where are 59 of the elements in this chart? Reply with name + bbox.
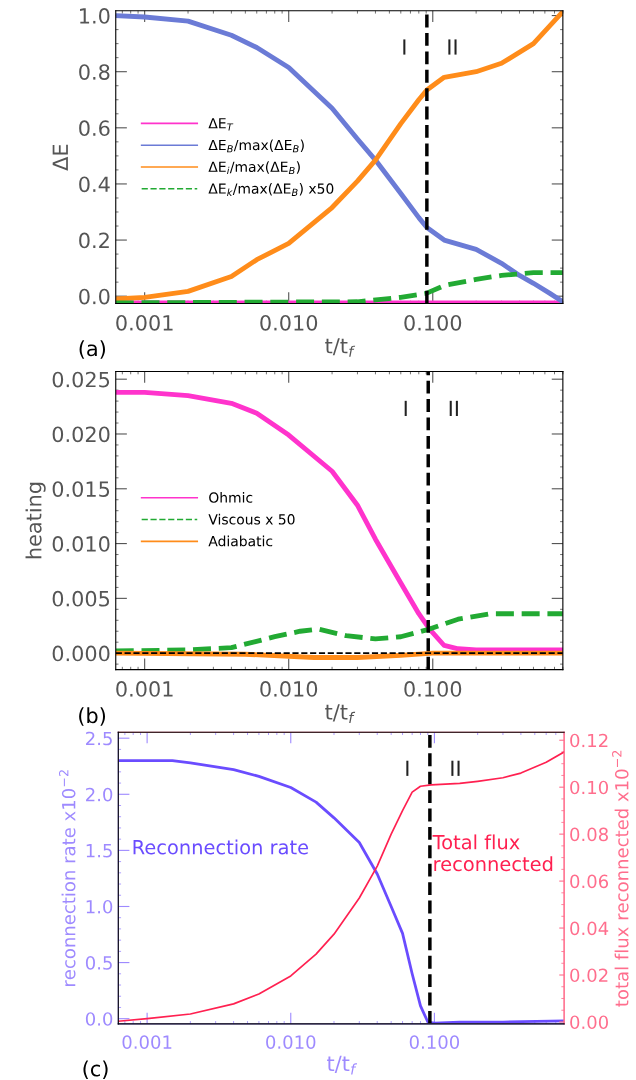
- x-axis-title: t/t$_{f}$: [327, 1055, 358, 1075]
- series-label: Reconnection rate: [133, 839, 309, 855]
- y-tick-label: 0.005: [52, 590, 110, 607]
- y-axis-title: heating: [25, 482, 46, 559]
- x-axis-title: t/t$_{f}$: [325, 704, 356, 723]
- y-tick-label: 0.025: [52, 371, 110, 388]
- x-axis-title: t/t$_{f}$: [325, 338, 356, 357]
- legend-label: ΔE$_{i}$/max(ΔE$_{B}$): [208, 161, 300, 175]
- legend-label: ΔE$_{B}$/max(ΔE$_{B}$): [208, 139, 304, 153]
- y2-tick-label: 0.00: [570, 1015, 608, 1030]
- annotation: I: [403, 39, 406, 55]
- legend-label: Viscous x 50: [208, 513, 295, 525]
- text: (a): [79, 340, 106, 359]
- x-tick-label: 0.010: [260, 681, 318, 697]
- text: (b): [79, 707, 106, 726]
- y2-tick-label: 0.02: [570, 968, 608, 983]
- annotation: I: [406, 760, 409, 776]
- annotation: II: [449, 400, 458, 417]
- y-tick-label: 0.0: [85, 1012, 113, 1026]
- y-axis-title: reconnection rate x10$^{−2}$: [58, 770, 76, 986]
- y2-tick-label: 0.10: [570, 780, 608, 795]
- x-tick-label: 0.100: [404, 681, 462, 697]
- y-tick-label: 2.5: [86, 731, 112, 746]
- legend-label: ΔE$_{T}$: [208, 118, 234, 131]
- x-tick-label: 0.100: [404, 314, 462, 331]
- y-tick-label: 1.0: [86, 899, 113, 914]
- x-tick-label: 0.010: [260, 314, 318, 331]
- annotation: I: [404, 400, 407, 417]
- y-tick-label: 1.5: [86, 844, 112, 858]
- y-tick-label: 0.6: [79, 120, 110, 137]
- y2-tick-label: 0.06: [570, 874, 609, 889]
- legend-label: Adiabatic: [208, 535, 273, 547]
- y-tick-label: 0.015: [52, 481, 110, 497]
- x-tick-label: 0.001: [116, 681, 173, 697]
- y-tick-label: 0.4: [79, 176, 110, 193]
- y-tick-label: 1.0: [80, 8, 110, 24]
- series-label: Total flux reconnected: [432, 834, 553, 872]
- y-axis-title: ΔE: [52, 144, 68, 171]
- y-tick-label: 0.8: [79, 64, 110, 80]
- y-tick-label: 2.0: [86, 787, 113, 802]
- y-tick-label: 0.2: [79, 232, 109, 249]
- y2-tick-label: 0.04: [570, 921, 609, 936]
- annotation: II: [448, 39, 457, 55]
- legend-label: ΔE$_{k}$/max(ΔE$_{B}$) x50: [208, 183, 334, 196]
- x-tick-label: 0.001: [122, 1035, 172, 1049]
- x-tick-label: 0.100: [409, 1035, 460, 1049]
- y-tick-label: 0.020: [52, 426, 110, 443]
- y-tick-label: 0.0: [79, 288, 110, 305]
- legend-label: Ohmic: [209, 492, 253, 503]
- y-tick-label: 0.010: [52, 536, 110, 552]
- y2-axis-title: total flux reconnected x10$^{−2}$: [612, 750, 629, 1007]
- x-tick-label: 0.010: [266, 1035, 316, 1049]
- x-tick-label: 0.001: [116, 314, 173, 331]
- y2-tick-label: 0.08: [570, 827, 608, 842]
- y2-tick-label: 0.12: [570, 733, 608, 748]
- text: (c): [83, 1060, 108, 1079]
- y-tick-label: 0.000: [52, 645, 110, 662]
- y-tick-label: 0.5: [85, 956, 112, 970]
- annotation: II: [451, 760, 460, 776]
